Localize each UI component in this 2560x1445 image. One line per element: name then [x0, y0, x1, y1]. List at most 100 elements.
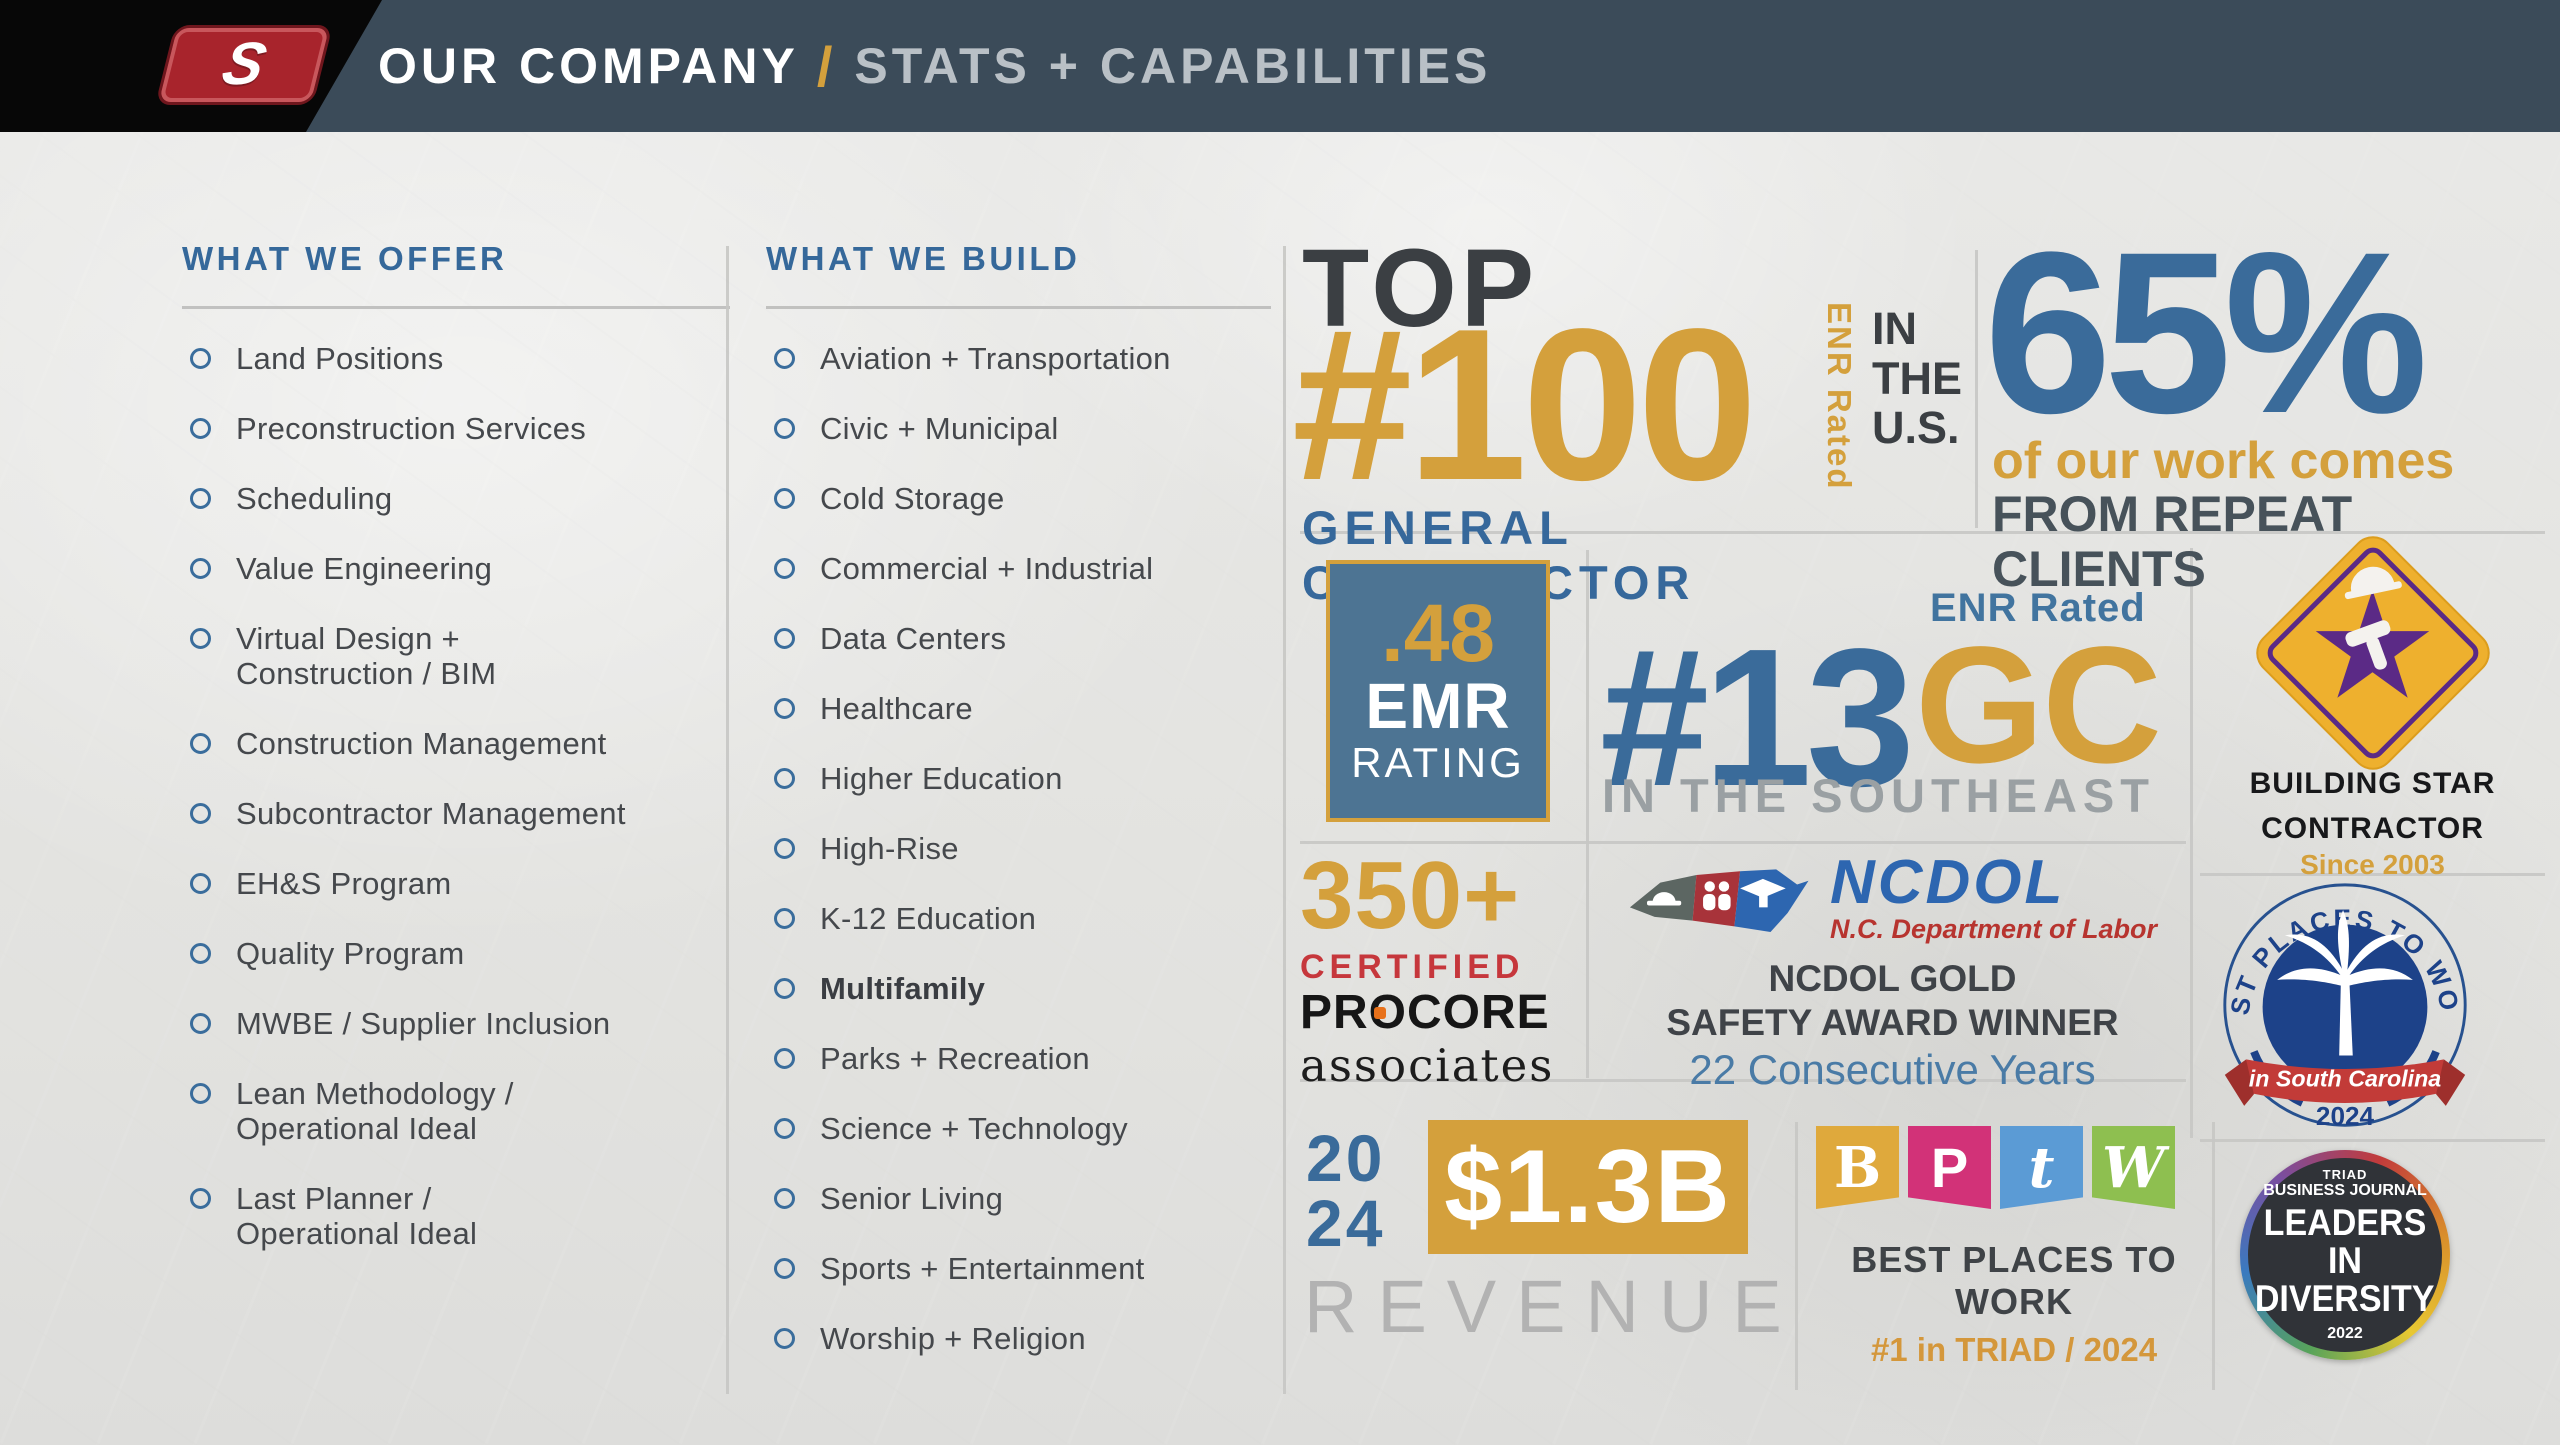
list-item: Quality Program [182, 936, 730, 971]
stat-ncdol-safety-award: NCDOL N.C. Department of Labor NCDOL GOL… [1600, 848, 2185, 1093]
list-item: Land Positions [182, 341, 730, 376]
build-list: Aviation + Transportation Civic + Munici… [766, 341, 1271, 1356]
list-item: Aviation + Transportation [766, 341, 1271, 376]
bptw-sc-year: 2024 [2316, 1101, 2375, 1131]
title-subsection: STATS + CAPABILITIES [854, 38, 1492, 94]
revenue-label: REVENUE [1304, 1265, 1802, 1348]
building-star-since: Since 2003 [2300, 848, 2445, 880]
emr-rating-label: RATING [1351, 739, 1525, 787]
company-logo-icon: S [158, 28, 330, 102]
bptw-line2: #1 in TRIAD / 2024 [1870, 1331, 2158, 1368]
list-item: Scheduling [182, 481, 730, 516]
ncdol-logo: NCDOL N.C. Department of Labor [1600, 848, 2185, 945]
list-item: Lean Methodology / Operational Ideal [182, 1076, 730, 1146]
emr-label: EMR [1365, 670, 1511, 743]
bptw-tile-t: t [2000, 1126, 2083, 1209]
page-title: OUR COMPANY / STATS + CAPABILITIES [378, 0, 1491, 132]
top100-enr-rated: ENR Rated [1821, 302, 1858, 491]
bptw-tile-p: P [1908, 1126, 1991, 1209]
ncdol-brand: NCDOL [1829, 848, 2066, 917]
list-item: MWBE / Supplier Inclusion [182, 1006, 730, 1041]
list-item: Construction Management [182, 726, 730, 761]
divider [2190, 548, 2193, 1138]
ncdol-wordmark: NCDOL N.C. Department of Labor [1829, 848, 2158, 945]
list-item: Data Centers [766, 621, 1271, 656]
revenue-amount: $1.3B [1444, 1128, 1732, 1245]
bptw-tile-b: B [1816, 1126, 1899, 1209]
ribbon-icon [2246, 1059, 2444, 1103]
list-item: K-12 Education [766, 901, 1271, 936]
gc13-enr-rated: ENR Rated [1930, 586, 2146, 630]
bptw-sc-badge-icon: BEST PLACES TO WORK in South Carolina 20… [2219, 876, 2467, 1131]
palmetto-tree-icon [2277, 910, 2413, 1056]
building-star-line2: CONTRACTOR [2261, 812, 2484, 846]
diversity-line2: DIVERSITY [2255, 1277, 2435, 1319]
hammer-icon [2344, 620, 2390, 670]
diversity-line1: LEADERS IN [2263, 1202, 2427, 1282]
stat-13gc-southeast: ENR Rated #13 GC IN THE SOUTHEAST [1600, 552, 2185, 840]
grad-cap-icon [1740, 878, 1786, 898]
revenue-year-bottom: 24 [1306, 1185, 1386, 1260]
procore-certified-label: CERTIFIED [1300, 948, 1525, 987]
divider [1300, 1079, 2186, 1082]
stat-bptw-triad: B P t W BEST PLACES TO WORK #1 in TRIAD … [1812, 1126, 2216, 1392]
bptw-tile-w: W [2092, 1126, 2175, 1209]
emr-value: .48 [1381, 588, 1495, 680]
divider [2212, 1122, 2215, 1390]
list-item: Science + Technology [766, 1111, 1271, 1146]
stat-repeat-clients: 65% of our work comes FROM REPEAT CLIENT… [1984, 217, 2548, 596]
list-item: Parks + Recreation [766, 1041, 1271, 1076]
ncdol-award-line2: SAFETY AWARD WINNER [1666, 1002, 2119, 1044]
title-separator: / [816, 34, 837, 98]
heading-rule [766, 306, 1271, 309]
list-item: Preconstruction Services [182, 411, 730, 446]
badge-building-star: ★ BUILDING STAR CONTRACTOR Since 2003 [2200, 529, 2545, 880]
ncdol-dept: N.C. Department of Labor [1829, 914, 2158, 945]
list-item: Cold Storage [766, 481, 1271, 516]
list-item: EH&S Program [182, 866, 730, 901]
divider [1300, 841, 2186, 844]
revenue-amount-box: $1.3B [1428, 1120, 1748, 1254]
list-item: Healthcare [766, 691, 1271, 726]
repeat-percent: 65% [1984, 204, 2428, 461]
top100-region: IN THE U.S. [1872, 303, 1962, 453]
title-section: OUR COMPANY [378, 38, 799, 94]
list-item: High-Rise [766, 831, 1271, 866]
logo-letter: S [216, 30, 273, 97]
list-item: Higher Education [766, 761, 1271, 796]
what-we-offer-column: WHAT WE OFFER Land Positions Preconstruc… [182, 240, 730, 1286]
stat-revenue: 20 24 $1.3B REVENUE [1300, 1112, 1792, 1392]
procore-associates-label: associates [1300, 1039, 1555, 1093]
diversity-brand-bottom: BUSINESS JOURNAL [2263, 1182, 2427, 1200]
build-heading: WHAT WE BUILD [766, 240, 1081, 277]
ncdol-award-line1: NCDOL GOLD [1768, 958, 2017, 1000]
badge-bptw-south-carolina: BEST PLACES TO WORK in South Carolina 20… [2205, 876, 2545, 1144]
procore-count: 350+ [1300, 842, 1521, 949]
list-item-emphasized: Multifamily [766, 971, 1271, 1006]
divider [2200, 1139, 2545, 1142]
repeat-line2: FROM REPEAT CLIENTS [1992, 486, 2353, 598]
list-item: Last Planner / Operational Ideal [182, 1181, 730, 1251]
gc13-subtitle: IN THE SOUTHEAST [1602, 769, 2155, 822]
hard-hat-icon [1652, 892, 1676, 902]
procore-wordmark: PROCORE [1300, 986, 1550, 1040]
list-item: Sports + Entertainment [766, 1251, 1271, 1286]
revenue-year: 20 24 [1306, 1121, 1386, 1260]
offer-heading: WHAT WE OFFER [182, 240, 508, 277]
gc13-rank: #13 [1600, 608, 1915, 827]
top100-kicker: TOP [1302, 227, 1539, 350]
building-star-line1: BUILDING STAR [2249, 767, 2496, 800]
gc13-suffix: GC [1915, 613, 2162, 798]
stat-top100-gc: TOP #100 ENR Rated IN THE U.S. GENERAL C… [1292, 234, 1972, 610]
list-item: Commercial + Industrial [766, 551, 1271, 586]
divider [726, 246, 729, 1394]
revenue-year-top: 20 [1306, 1121, 1386, 1195]
what-we-build-column: WHAT WE BUILD Aviation + Transportation … [766, 240, 1271, 1391]
offer-list: Land Positions Preconstruction Services … [182, 341, 730, 1251]
diversity-year: 2022 [2327, 1324, 2363, 1342]
gc13-rank-row: #13 GC [1600, 608, 2162, 827]
divider [1300, 531, 2545, 534]
family-icon [1704, 881, 1715, 892]
badge-leaders-in-diversity: TRIAD BUSINESS JOURNAL LEADERS IN DIVERS… [2228, 1150, 2548, 1390]
